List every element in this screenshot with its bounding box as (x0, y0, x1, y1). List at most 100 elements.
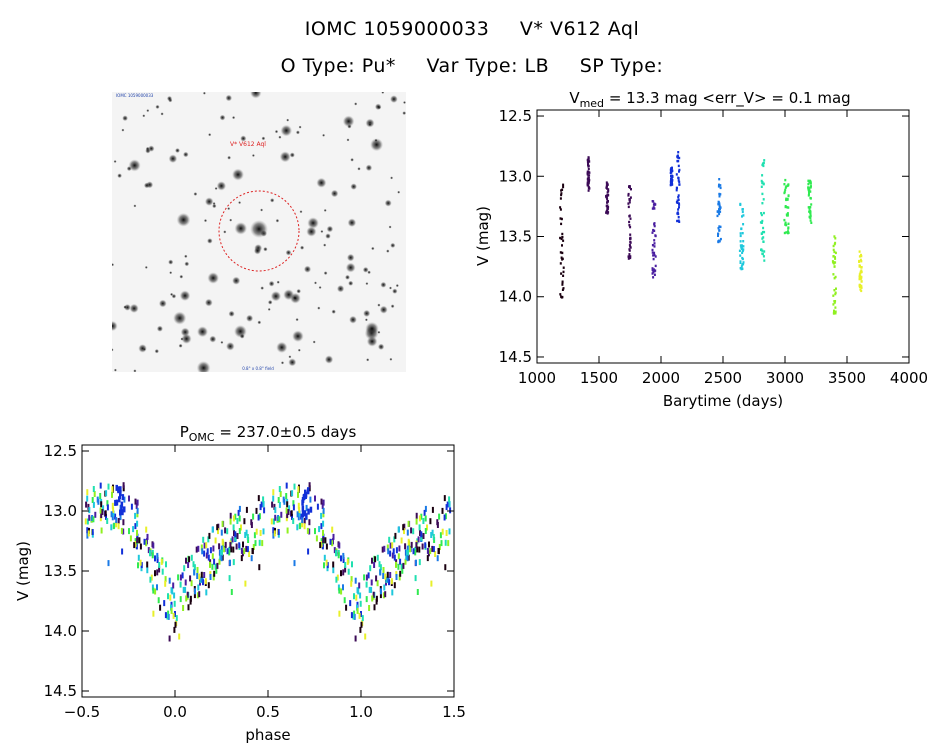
phase-point (152, 587, 155, 594)
phase-point (248, 551, 251, 557)
phase-point (257, 514, 260, 521)
phase-point (134, 523, 137, 530)
light-curve-point (834, 256, 836, 259)
phase-point (86, 495, 89, 502)
phase-point (201, 548, 204, 555)
phase-point (205, 589, 208, 596)
light-curve-point (652, 257, 655, 261)
light-curve-point (559, 217, 562, 220)
light-curve-point (763, 259, 766, 262)
sky-star (384, 199, 392, 207)
sky-star (342, 115, 355, 128)
light-curve-point (627, 192, 630, 196)
phase-point (196, 592, 199, 599)
x-tick-label: 1.0 (349, 703, 373, 721)
light-curve-point (761, 181, 764, 184)
sky-star (386, 249, 390, 253)
sky-star (251, 154, 255, 157)
phase-point (382, 573, 385, 579)
phase-point (85, 501, 88, 508)
light-curve-point (742, 240, 745, 243)
light-curve-point (833, 309, 835, 312)
light-curve-point (808, 181, 811, 184)
phase-point (185, 557, 187, 564)
phase-point (319, 542, 322, 549)
sky-star (208, 133, 212, 137)
light-curve-point (831, 260, 834, 263)
phase-point (202, 579, 204, 586)
light-curve-point (630, 188, 632, 191)
phase-point (322, 529, 324, 536)
phase-point (274, 514, 277, 521)
phase-point (253, 532, 256, 539)
light-curve-point (654, 203, 657, 206)
phase-point (375, 575, 378, 582)
light-curve-point (586, 181, 589, 184)
phase-point (383, 545, 386, 552)
light-curve-point (587, 185, 590, 189)
phase-point (401, 567, 404, 574)
light-curve-point (742, 261, 745, 264)
sky-star (298, 125, 302, 129)
phase-point (389, 572, 392, 578)
phase-point (303, 523, 306, 530)
phase-point (234, 534, 237, 541)
phase-point (206, 548, 209, 555)
sky-star (300, 245, 305, 250)
light-curve-point (719, 184, 722, 187)
light-curve-point (834, 241, 837, 245)
phase-point (190, 580, 193, 587)
phase-point-bright (303, 510, 307, 517)
light-curve-point (629, 256, 632, 260)
sky-star (270, 198, 275, 203)
phase-point (138, 537, 141, 544)
light-curve-point (719, 225, 722, 229)
sky-star (350, 183, 358, 190)
phase-point (214, 563, 217, 570)
sky-star (349, 315, 357, 324)
sky-star (289, 152, 295, 158)
phase-point (306, 527, 309, 534)
phase-point-bright (115, 499, 119, 506)
sky-star (390, 304, 395, 309)
phase-point (293, 560, 296, 567)
phase-point (163, 600, 166, 607)
phase-point (84, 518, 87, 525)
light-curve-point (652, 276, 655, 279)
phase-point (421, 543, 424, 550)
y-tick-label: 13.5 (499, 228, 532, 246)
phase-point (139, 559, 142, 566)
sky-star (397, 190, 401, 194)
phase-point (285, 507, 288, 514)
light-curve-point (670, 171, 673, 174)
phase-point (342, 557, 345, 563)
light-curve-point (762, 198, 765, 201)
light-curve-point (677, 216, 680, 219)
phase-plot: POMC = 237.0±0.5 days −0.5 0.0 0.5 1.0 1.5 12… (14, 423, 466, 744)
light-curve-point (740, 265, 743, 268)
sky-star (362, 266, 369, 273)
sky-star (226, 342, 235, 351)
light-curve-point (742, 248, 745, 251)
phase-point (238, 542, 241, 549)
light-curve-point (629, 241, 632, 244)
phase-point (426, 524, 428, 531)
phase-point (426, 555, 429, 562)
phase-point (292, 518, 295, 524)
phase-point (160, 558, 163, 565)
phase-point (393, 582, 396, 589)
phase-point (165, 561, 167, 568)
light-curve-point (677, 179, 680, 182)
phase-point (174, 611, 176, 617)
phase-point (230, 589, 233, 595)
light-curve-point (763, 230, 766, 234)
phase-point (372, 591, 375, 598)
phase-point-bright (117, 486, 120, 493)
sky-star (175, 148, 180, 153)
light-curve-point (629, 217, 632, 220)
phase-point (402, 524, 405, 531)
light-curve-point (629, 236, 632, 240)
phase-point (240, 555, 243, 562)
phase-point (262, 528, 265, 535)
light-curve-point (560, 256, 563, 259)
